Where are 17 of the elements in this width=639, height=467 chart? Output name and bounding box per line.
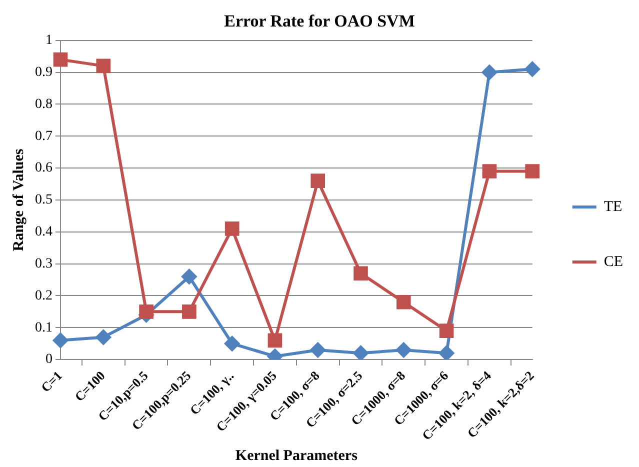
y-tick-label: 0.2 bbox=[35, 288, 52, 304]
y-tick-label: 0.1 bbox=[35, 320, 52, 336]
chart-title: Error Rate for OAO SVM bbox=[224, 12, 415, 31]
y-tick-label: 1 bbox=[46, 33, 52, 48]
legend-label: TE bbox=[604, 198, 622, 215]
y-tick-label: 0.4 bbox=[35, 224, 52, 240]
legend-label: CE bbox=[604, 254, 624, 270]
y-tick-label: 0.7 bbox=[35, 128, 52, 144]
y-tick-label: 0.6 bbox=[35, 160, 52, 176]
y-tick-label: 0 bbox=[46, 352, 52, 368]
y-tick-label: 0.3 bbox=[35, 256, 52, 272]
x-axis-title: Kernel Parameters bbox=[235, 448, 358, 464]
y-tick-label: 0.9 bbox=[35, 64, 52, 80]
y-tick-label: 0.5 bbox=[35, 192, 52, 208]
y-tick-label: 0.8 bbox=[35, 96, 52, 112]
x-tick-label: C=1 bbox=[38, 368, 65, 396]
y-axis-title: Range of Values bbox=[10, 148, 27, 252]
